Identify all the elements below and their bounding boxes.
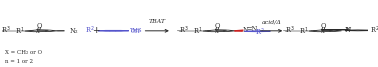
- Text: X: X: [36, 29, 40, 34]
- Text: n = 1 or 2: n = 1 or 2: [5, 59, 33, 64]
- Text: OTf: OTf: [130, 29, 140, 34]
- Text: N₂: N₂: [70, 27, 78, 35]
- Text: +: +: [92, 26, 100, 35]
- Text: TBAT: TBAT: [149, 19, 166, 24]
- Text: =N: =N: [246, 25, 258, 34]
- Text: N: N: [243, 26, 249, 34]
- Text: R$^2$: R$^2$: [256, 27, 265, 38]
- Text: R$^1$: R$^1$: [299, 26, 308, 37]
- Text: O: O: [321, 22, 326, 30]
- Text: $_n$: $_n$: [328, 29, 332, 35]
- Text: R$^1$: R$^1$: [15, 26, 24, 37]
- Text: X: X: [321, 29, 324, 34]
- Text: R$^3$: R$^3$: [285, 24, 294, 36]
- Text: O: O: [214, 22, 220, 30]
- Text: R$^3$: R$^3$: [1, 24, 10, 36]
- Text: N: N: [345, 27, 351, 32]
- Text: $_n$: $_n$: [222, 29, 226, 35]
- Text: R$^2$: R$^2$: [85, 25, 94, 36]
- Text: acid/Δ: acid/Δ: [262, 19, 282, 24]
- Text: N: N: [345, 26, 351, 34]
- Text: X = CH₂ or O: X = CH₂ or O: [5, 50, 42, 55]
- Text: TMS: TMS: [130, 28, 143, 33]
- Text: O: O: [36, 22, 42, 30]
- Text: $_n$: $_n$: [44, 29, 48, 35]
- Text: R$^3$: R$^3$: [179, 24, 189, 36]
- Text: R$^1$: R$^1$: [193, 26, 203, 37]
- Text: X: X: [215, 29, 218, 34]
- Text: R$^2$: R$^2$: [370, 25, 378, 36]
